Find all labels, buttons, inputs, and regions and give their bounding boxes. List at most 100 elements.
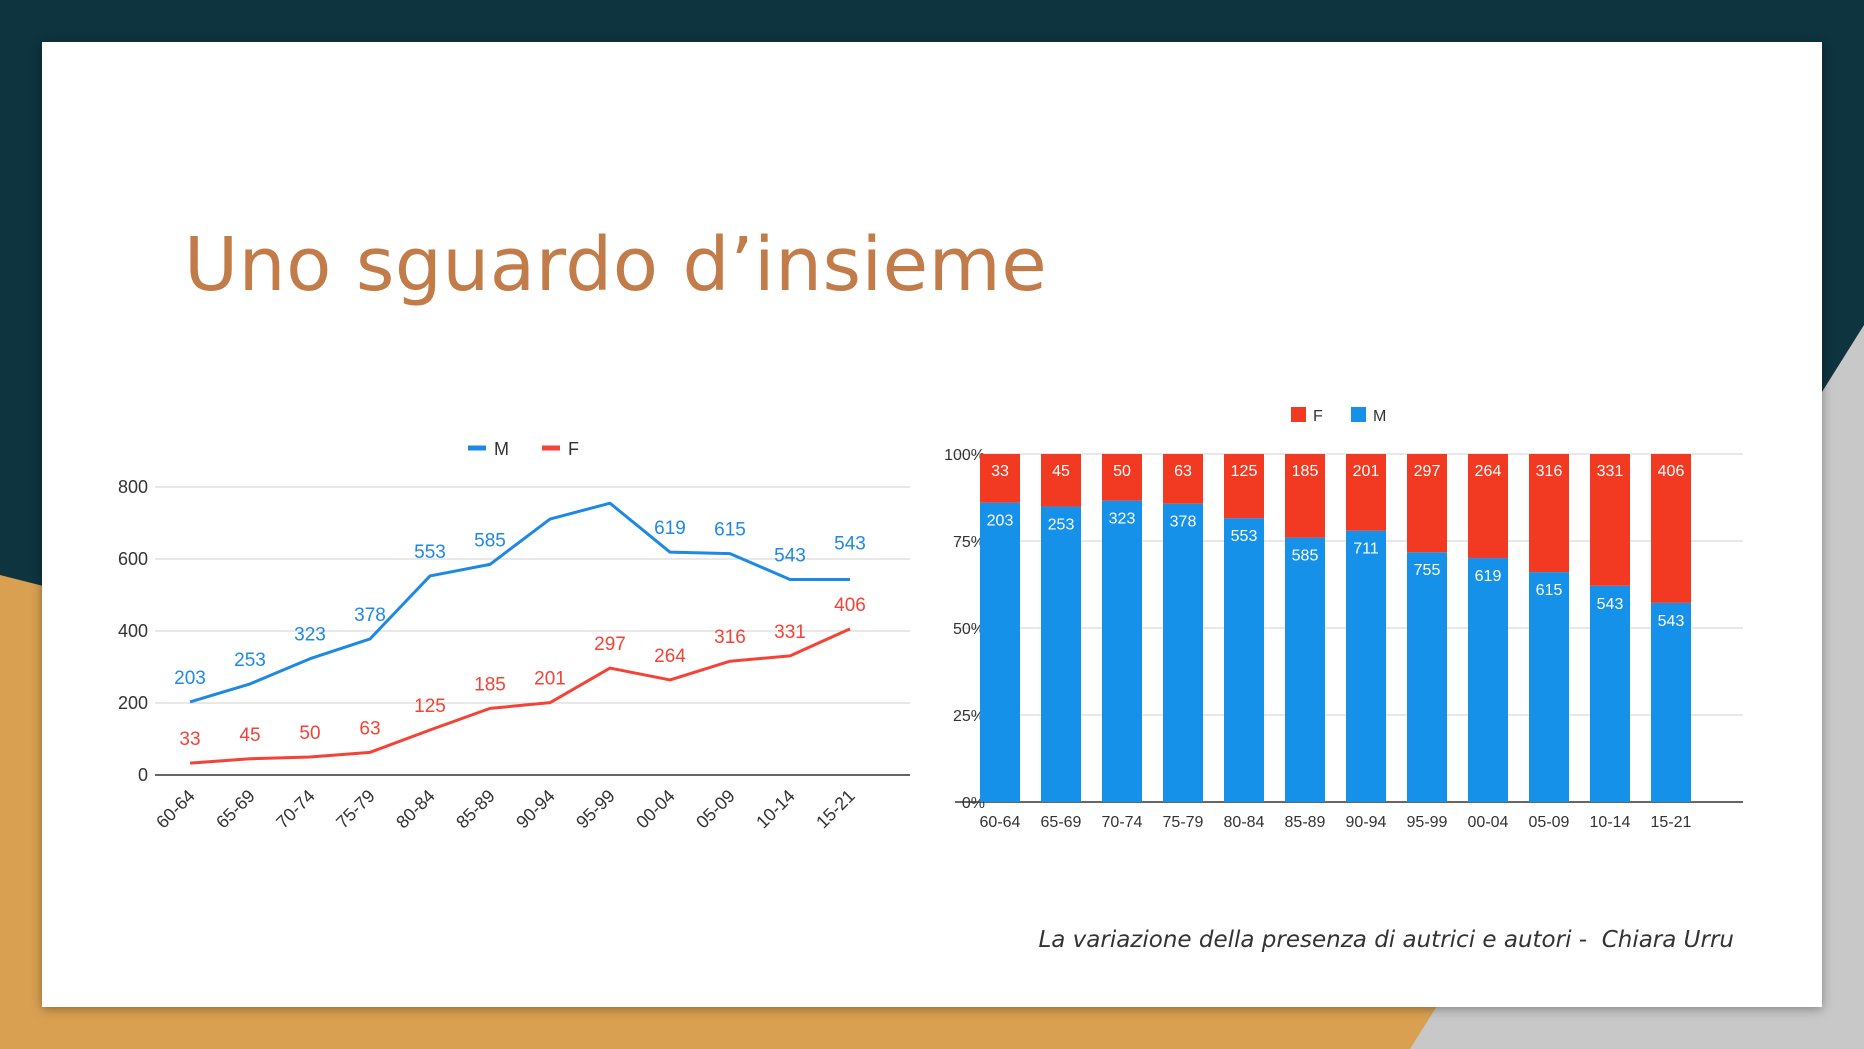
data-label-F: 45 bbox=[239, 725, 260, 746]
data-label-M: 323 bbox=[294, 625, 326, 646]
bar-value-label-M: 755 bbox=[1414, 562, 1441, 579]
y-tick-label: 400 bbox=[118, 621, 148, 641]
bar-value-label-F: 125 bbox=[1231, 463, 1258, 480]
data-label-M: 378 bbox=[354, 605, 386, 626]
bar-segment-F bbox=[1346, 454, 1386, 531]
stacked-bar-chart: 0% 25% 50% 75% 100% 33 203 60-64 45 253 65-69 50 323… bbox=[944, 407, 1743, 831]
x-tick-label: 10-14 bbox=[1590, 814, 1631, 831]
x-tick-label: 75-79 bbox=[1163, 814, 1204, 831]
legend-swatch-M bbox=[1351, 407, 1366, 422]
data-label-M: 253 bbox=[234, 650, 266, 671]
data-label-M: 203 bbox=[174, 668, 206, 689]
x-tick-label: 65-69 bbox=[1041, 814, 1082, 831]
bar-value-label-F: 264 bbox=[1475, 463, 1502, 480]
x-tick-label: 70-74 bbox=[272, 786, 319, 833]
legend-label-M: M bbox=[1373, 408, 1386, 425]
bar-segment-M bbox=[1163, 503, 1203, 802]
y-tick-label: 25% bbox=[953, 708, 985, 725]
bar-segment-M bbox=[1102, 500, 1142, 802]
x-tick-label: 00-04 bbox=[632, 786, 679, 833]
bar-segment-M bbox=[1224, 518, 1264, 802]
bar-segment-M bbox=[1041, 506, 1081, 802]
bar-segment-M bbox=[980, 502, 1020, 802]
x-tick-label: 15-21 bbox=[1651, 814, 1692, 831]
data-label-F: 406 bbox=[834, 595, 866, 616]
x-tick-label: 80-84 bbox=[392, 786, 439, 833]
data-label-F: 33 bbox=[179, 729, 200, 750]
x-tick-label: 90-94 bbox=[512, 786, 559, 833]
data-label-M: 543 bbox=[774, 546, 806, 567]
bar-value-label-F: 316 bbox=[1536, 463, 1563, 480]
series-line-M bbox=[189, 501, 850, 704]
bar-value-label-F: 331 bbox=[1597, 463, 1624, 480]
bar-value-label-M: 253 bbox=[1048, 517, 1075, 534]
x-tick-label: 15-21 bbox=[812, 786, 859, 833]
bar-segment-F bbox=[1224, 454, 1264, 519]
bar-segment-F bbox=[1407, 454, 1447, 553]
bar-value-label-M: 619 bbox=[1475, 568, 1502, 585]
y-tick-label: 100% bbox=[944, 447, 985, 464]
bar-segment-F bbox=[1285, 454, 1325, 538]
bar-value-label-F: 33 bbox=[991, 463, 1009, 480]
data-label-F: 316 bbox=[714, 627, 746, 648]
bar-segment-F bbox=[1590, 454, 1630, 586]
y-tick-label: 800 bbox=[118, 477, 148, 497]
bar-segment-M bbox=[1407, 552, 1447, 802]
data-label-F: 264 bbox=[654, 646, 686, 667]
x-tick-label: 70-74 bbox=[1102, 814, 1143, 831]
y-tick-label: 600 bbox=[118, 549, 148, 569]
bar-segment-F bbox=[1163, 454, 1203, 504]
legend-label-F: F bbox=[1313, 408, 1323, 425]
x-tick-label: 80-84 bbox=[1224, 814, 1265, 831]
data-label-F: 125 bbox=[414, 696, 446, 717]
data-label-F: 297 bbox=[594, 634, 626, 655]
bar-value-label-M: 711 bbox=[1353, 541, 1379, 558]
bar-segment-M bbox=[1529, 572, 1569, 802]
bar-value-label-F: 63 bbox=[1174, 463, 1192, 480]
x-tick-label: 85-89 bbox=[452, 786, 499, 833]
data-label-M: 615 bbox=[714, 520, 746, 541]
x-tick-label: 65-69 bbox=[212, 786, 259, 833]
bar-value-label-M: 585 bbox=[1292, 548, 1319, 565]
bar-segment-M bbox=[1590, 585, 1630, 802]
bar-value-label-M: 323 bbox=[1109, 511, 1136, 528]
bar-segment-F bbox=[1651, 454, 1691, 603]
bar-value-label-M: 378 bbox=[1170, 514, 1197, 531]
bar-segment-F bbox=[1529, 454, 1569, 573]
x-tick-label: 75-79 bbox=[332, 786, 379, 833]
bar-value-label-F: 297 bbox=[1414, 463, 1441, 480]
y-tick-label: 50% bbox=[953, 621, 985, 638]
y-tick-label: 0% bbox=[962, 795, 985, 812]
y-tick-label: 75% bbox=[953, 534, 985, 551]
data-label-F: 185 bbox=[474, 674, 506, 695]
legend-label-F: F bbox=[568, 439, 579, 459]
x-tick-label: 95-99 bbox=[1407, 814, 1448, 831]
bar-value-label-M: 553 bbox=[1231, 528, 1258, 545]
y-tick-label: 0 bbox=[138, 765, 148, 785]
bar-segment-M bbox=[1651, 602, 1691, 802]
x-tick-label: 95-99 bbox=[572, 786, 619, 833]
slide-title: Uno sguardo d’insieme bbox=[184, 222, 1048, 308]
slide: Uno sguardo d’insieme La variazione dell… bbox=[42, 42, 1822, 1007]
x-tick-label: 60-64 bbox=[152, 786, 199, 833]
y-tick-label: 200 bbox=[118, 693, 148, 713]
bar-value-label-M: 615 bbox=[1536, 582, 1563, 599]
x-tick-label: 60-64 bbox=[980, 814, 1021, 831]
x-tick-label: 10-14 bbox=[752, 786, 799, 833]
bar-segment-M bbox=[1468, 558, 1508, 802]
bar-segment-F bbox=[1041, 454, 1081, 507]
x-tick-label: 05-09 bbox=[692, 786, 739, 833]
bar-segment-F bbox=[1102, 454, 1142, 501]
data-label-F: 63 bbox=[359, 718, 380, 739]
data-label-F: 50 bbox=[299, 723, 320, 744]
data-label-M: 619 bbox=[654, 518, 686, 539]
line-chart: 0 200 400 600 800 60-64 65-69 70-74 75-79 80-84 85… bbox=[118, 439, 910, 833]
data-label-M: 543 bbox=[834, 534, 866, 555]
bar-segment-F bbox=[980, 454, 1020, 503]
x-tick-label: 05-09 bbox=[1529, 814, 1570, 831]
data-label-F: 201 bbox=[534, 669, 566, 690]
bar-value-label-F: 50 bbox=[1113, 463, 1131, 480]
x-tick-label: 00-04 bbox=[1468, 814, 1509, 831]
bar-segment-F bbox=[1468, 454, 1508, 559]
footer-caption: La variazione della presenza di autrici … bbox=[1038, 927, 1734, 953]
